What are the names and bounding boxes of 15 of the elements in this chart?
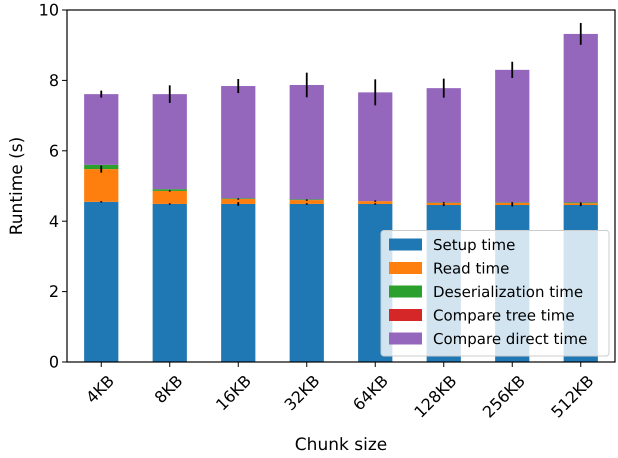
y-axis-title: Runtime (s)	[7, 136, 27, 236]
x-tick-label: 8KB	[150, 371, 186, 408]
x-tick-label: 4KB	[82, 371, 118, 408]
y-tick-label: 8	[48, 71, 59, 90]
legend-label: Deserialization time	[433, 282, 584, 301]
legend-label: Compare direct time	[433, 330, 588, 348]
y-tick-label: 10	[38, 0, 59, 20]
legend-label: Setup time	[433, 236, 516, 254]
y-tick-label: 2	[48, 282, 59, 302]
y-tick-label: 6	[48, 141, 59, 160]
legend-label: Read time	[433, 259, 510, 278]
x-axis-title: Chunk size	[294, 435, 388, 455]
legend-label: Compare tree time	[433, 306, 575, 324]
y-tick-label: 0	[48, 352, 59, 372]
y-tick-label: 4	[48, 212, 59, 231]
